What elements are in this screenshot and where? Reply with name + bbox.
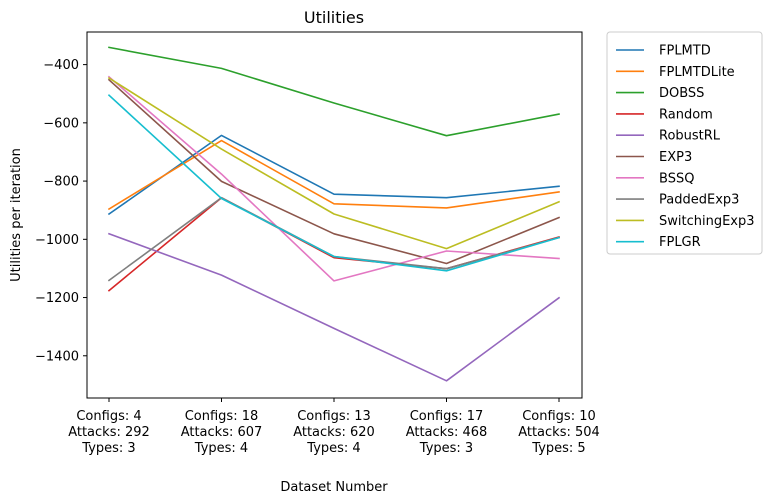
legend-label: PaddedExp3: [659, 193, 739, 208]
series-line-fplmtd: [107, 134, 560, 216]
legend-label: FPLGR: [659, 235, 701, 250]
series-line-exp3: [107, 78, 561, 265]
x-tick-label: Attacks: 607: [181, 425, 263, 440]
y-tick-label: −1400: [35, 349, 79, 364]
legend-label: BSSQ: [659, 171, 694, 186]
y-axis: −1400 −1200 −1000 −800 −600 −400: [35, 58, 87, 364]
series-line-bssq: [107, 75, 560, 282]
x-tick-label: Configs: 18: [185, 409, 259, 424]
x-tick-label: Attacks: 468: [406, 425, 488, 440]
x-tick-label: Configs: 13: [297, 409, 371, 424]
x-tick-label: Configs: 10: [522, 409, 596, 424]
series-line-fplgr: [107, 94, 560, 272]
legend: FPLMTD FPLMTDLite DOBSS Random RobustRL EXP3 B…: [606, 31, 763, 255]
x-tick-label: Types: 4: [306, 441, 360, 456]
legend-label: RobustRL: [659, 129, 721, 144]
x-tick-label: Attacks: 504: [518, 425, 600, 440]
legend-label: FPLMTD: [659, 44, 711, 59]
legend-label: Random: [659, 107, 713, 122]
y-axis-label: Utilities per iteration: [9, 148, 24, 282]
x-tick-label: Types: 3: [81, 441, 135, 456]
x-axis-label: Dataset Number: [280, 480, 388, 495]
y-tick-label: −600: [43, 116, 79, 131]
chart-title: Utilities: [304, 8, 364, 27]
x-tick-label: Attacks: 292: [68, 425, 150, 440]
y-tick-label: −1200: [35, 291, 79, 306]
series-layer: [107, 46, 561, 382]
x-tick-label: Types: 4: [194, 441, 248, 456]
x-tick-label: Attacks: 620: [293, 425, 375, 440]
x-tick-label: Configs: 17: [410, 409, 484, 424]
series-line-dobss: [108, 46, 560, 137]
legend-label: FPLMTDLite: [659, 65, 735, 80]
legend-label: EXP3: [659, 150, 692, 165]
y-tick-label: −400: [43, 58, 79, 73]
series-line-switchingexp3: [107, 76, 561, 250]
legend-label: DOBSS: [659, 86, 704, 101]
x-tick-label: Types: 3: [419, 441, 473, 456]
y-tick-label: −1000: [35, 233, 79, 248]
x-tick-label: Configs: 4: [76, 409, 141, 424]
legend-frame: [606, 31, 763, 255]
x-tick-label: Types: 5: [531, 441, 585, 456]
y-tick-label: −800: [43, 175, 79, 190]
legend-label: SwitchingExp3: [659, 214, 755, 229]
series-line-robustrl: [107, 232, 561, 382]
